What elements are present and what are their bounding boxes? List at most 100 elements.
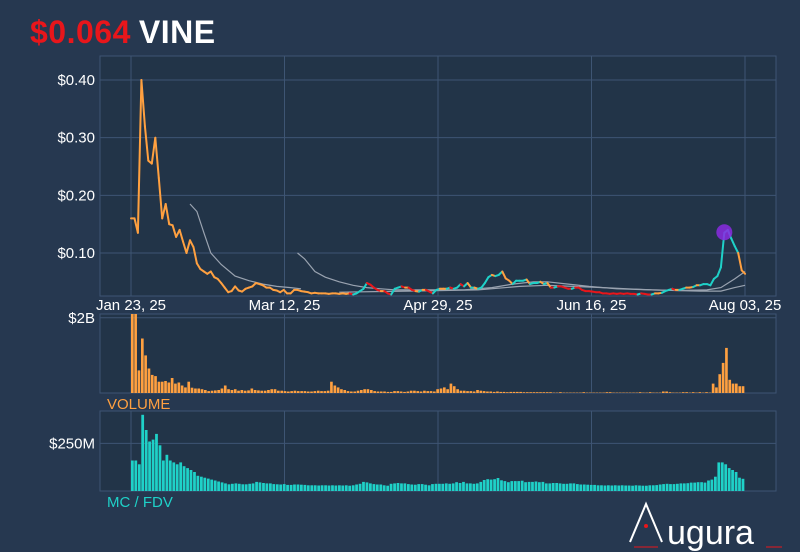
mcap-bar [503, 481, 507, 491]
volume-bar [306, 391, 310, 393]
volume-bar [174, 383, 177, 393]
volume-bar [728, 379, 732, 393]
mcap-bar [300, 484, 303, 491]
x-tick-label: Apr 29, 25 [403, 297, 472, 314]
volume-bar [419, 391, 423, 393]
mcap-bar [193, 472, 196, 491]
mcap-bar [210, 479, 214, 491]
volume-bar [668, 392, 672, 393]
mcap-bar [131, 460, 134, 491]
mcap-bar [451, 483, 455, 491]
mcap-bar [517, 481, 521, 491]
volume-bar [608, 392, 612, 393]
mcap-bar [400, 483, 403, 491]
mcap-bar [148, 441, 151, 491]
mcap-bar [534, 481, 538, 491]
volume-bar [131, 314, 134, 393]
mcap-label: MC / FDV [107, 494, 173, 511]
mcap-bar [241, 484, 245, 491]
volume-bar [426, 391, 430, 393]
volume-bar [350, 391, 353, 393]
volume-bar [237, 390, 240, 393]
volume-bar [509, 391, 513, 393]
volume-bar [277, 390, 280, 393]
volume-bar [164, 381, 167, 393]
mcap-bar [141, 414, 145, 491]
volume-bar [320, 391, 323, 393]
price-line-segment [182, 240, 188, 254]
mcap-bar [282, 484, 286, 491]
volume-bar [446, 389, 449, 393]
price-line-segment [501, 270, 507, 280]
volume-bar [476, 390, 479, 393]
price-line-segment [164, 203, 171, 226]
mcap-bar [531, 481, 534, 491]
volume-bar [466, 391, 469, 393]
mcap-bar [703, 482, 707, 491]
volume-bar [343, 390, 347, 393]
mcap-bar [693, 482, 697, 491]
volume-bar [705, 392, 708, 393]
mcap-bar [213, 480, 217, 491]
volume-bar [280, 390, 284, 393]
volume-bar [187, 381, 191, 393]
volume-bar [150, 374, 154, 393]
mcap-bar [306, 485, 310, 491]
mcap-bar [610, 485, 614, 491]
mcap-bar [558, 483, 562, 491]
volume-bar [496, 391, 499, 393]
mcap-bar [362, 481, 365, 491]
volume-bar [486, 391, 489, 393]
volume-bar [194, 388, 197, 393]
mcap-bar [462, 481, 465, 491]
mcap-bar [624, 485, 628, 491]
mcap-bar [372, 484, 376, 491]
mcap-bar [627, 485, 631, 491]
volume-bar [685, 392, 688, 393]
volume-bar [210, 390, 214, 393]
mcap-bar [444, 483, 448, 491]
mcap-bar [203, 477, 207, 491]
price-line-segment [709, 277, 715, 287]
volume-bar [413, 390, 416, 393]
volume-bar [144, 355, 147, 393]
volume-bar [506, 392, 509, 393]
volume-bar [698, 392, 702, 393]
volume-bar [449, 383, 453, 393]
mcap-bar [686, 483, 690, 491]
mcap-bar [727, 468, 731, 491]
mcap-bar [403, 483, 407, 491]
page-title: $0.064 VINE [30, 14, 216, 51]
mcap-bar [631, 485, 634, 491]
volume-bar [147, 368, 151, 393]
mcap-bar [269, 483, 272, 491]
volume-bar [502, 391, 506, 393]
mcap-bar [582, 484, 586, 491]
mcap-bar [313, 485, 317, 491]
mcap-bar [324, 485, 327, 491]
mcap-bar [455, 482, 458, 491]
volume-bar [230, 390, 234, 393]
volume-panel: $2B VOLUME [68, 310, 777, 413]
x-tick-label: Jan 23, 25 [96, 297, 166, 314]
volume-bar [200, 389, 204, 393]
mcap-bar [489, 479, 493, 491]
price-line-segment [362, 282, 368, 290]
mcap-bar [255, 481, 258, 491]
mcap-bar [144, 430, 148, 491]
mcap-bar [541, 481, 545, 491]
volume-bar [293, 390, 297, 393]
volume-bar [406, 391, 410, 393]
volume-bar [711, 383, 715, 393]
price-panel: $0.10 $0.20 $0.30 $0.40 Jan 23, 25 Mar 12, 25… [57, 55, 781, 314]
mcap-bar [189, 470, 193, 491]
volume-y-tick-label: $2B [68, 310, 95, 327]
mcap-bar [579, 484, 583, 491]
volume-bar [247, 390, 250, 393]
mcap-bar [696, 482, 700, 491]
mcap-bar [520, 480, 524, 491]
mcap-bar [413, 484, 417, 491]
augura-logo: ugura [629, 501, 782, 552]
mcap-bar [151, 439, 155, 491]
volume-bar [403, 391, 406, 393]
